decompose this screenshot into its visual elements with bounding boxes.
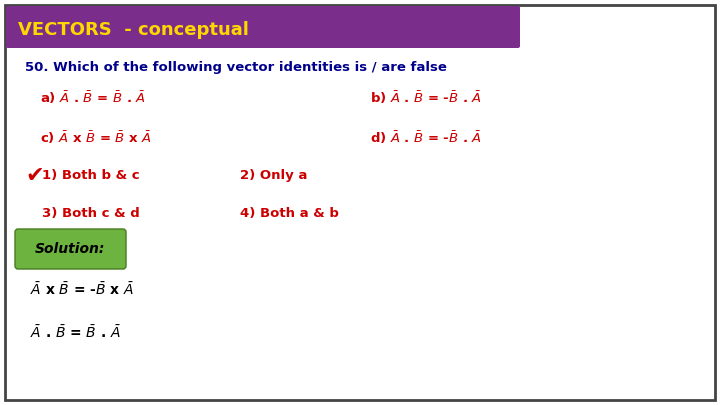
Text: ✔: ✔ [25,166,44,186]
Text: VECTORS  - conceptual: VECTORS - conceptual [18,21,249,39]
Text: d) $\bar{A}$ . $\bar{B}$ = -$\bar{B}$ . $\bar{A}$: d) $\bar{A}$ . $\bar{B}$ = -$\bar{B}$ . … [370,130,482,146]
Text: a) $\bar{A}$ . $\bar{B}$ = $\bar{B}$ . $\bar{A}$: a) $\bar{A}$ . $\bar{B}$ = $\bar{B}$ . $… [40,90,146,106]
Text: 1) Both b & c: 1) Both b & c [42,170,140,183]
FancyBboxPatch shape [6,6,520,48]
FancyBboxPatch shape [15,229,126,269]
Text: 4) Both a & b: 4) Both a & b [240,207,339,220]
Text: $\bar{A}$ x $\bar{B}$ = -$\bar{B}$ x $\bar{A}$: $\bar{A}$ x $\bar{B}$ = -$\bar{B}$ x $\b… [30,281,134,298]
Text: Solution:: Solution: [35,242,105,256]
FancyBboxPatch shape [5,5,715,400]
Text: $\bar{A}$ . $\bar{B}$ = $\bar{B}$ . $\bar{A}$: $\bar{A}$ . $\bar{B}$ = $\bar{B}$ . $\ba… [30,324,121,341]
Text: c) $\bar{A}$ x $\bar{B}$ = $\bar{B}$ x $\bar{A}$: c) $\bar{A}$ x $\bar{B}$ = $\bar{B}$ x $… [40,130,152,146]
Text: 50. Which of the following vector identities is / are false: 50. Which of the following vector identi… [25,62,447,75]
Text: b) $\bar{A}$ . $\bar{B}$ = -$\bar{B}$ . $\bar{A}$: b) $\bar{A}$ . $\bar{B}$ = -$\bar{B}$ . … [370,90,482,106]
Text: 2) Only a: 2) Only a [240,170,307,183]
Text: 3) Both c & d: 3) Both c & d [42,207,140,220]
